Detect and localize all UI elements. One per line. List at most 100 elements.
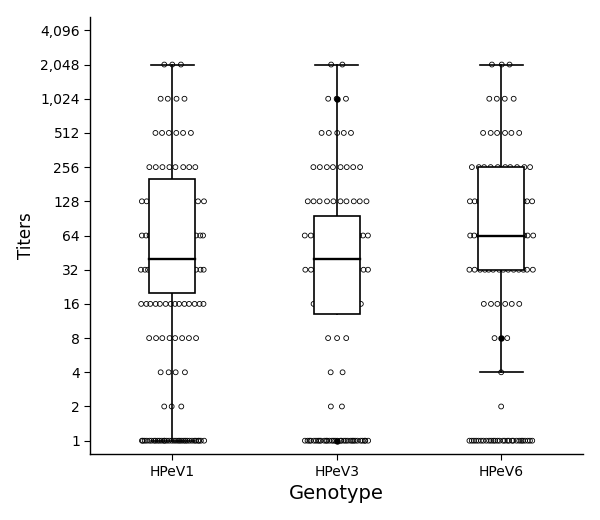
Point xyxy=(354,231,364,240)
Point xyxy=(466,231,475,240)
Point xyxy=(486,129,496,137)
Point xyxy=(323,334,333,342)
Point xyxy=(187,231,196,240)
Point xyxy=(332,95,341,103)
Point xyxy=(184,266,194,274)
Point xyxy=(157,436,167,445)
Point xyxy=(493,436,502,445)
Point xyxy=(300,436,310,445)
Point xyxy=(151,163,161,171)
Point xyxy=(327,436,337,445)
Point xyxy=(479,436,488,445)
Point xyxy=(494,436,504,445)
Point xyxy=(499,266,508,274)
Point xyxy=(509,95,518,103)
Point xyxy=(174,300,184,308)
Point xyxy=(313,436,323,445)
Point xyxy=(329,231,339,240)
Point xyxy=(527,197,537,205)
Point xyxy=(341,436,350,445)
Point xyxy=(317,129,326,137)
Point xyxy=(158,266,168,274)
Point xyxy=(322,197,332,205)
Point xyxy=(469,231,479,240)
Point xyxy=(315,163,325,171)
X-axis label: Genotype: Genotype xyxy=(289,484,384,503)
Point xyxy=(323,95,333,103)
Point xyxy=(343,266,353,274)
Point xyxy=(170,163,180,171)
Bar xyxy=(314,215,360,314)
Point xyxy=(136,300,146,308)
Point xyxy=(523,436,533,445)
Point xyxy=(343,436,353,445)
Point xyxy=(326,402,335,411)
Point xyxy=(339,129,349,137)
Point xyxy=(337,436,346,445)
Point xyxy=(503,266,513,274)
Point xyxy=(143,266,153,274)
Point xyxy=(474,197,484,205)
Point xyxy=(525,436,535,445)
Point xyxy=(148,231,158,240)
Point xyxy=(467,163,476,171)
Point xyxy=(474,163,484,171)
Point xyxy=(163,95,173,103)
Point xyxy=(332,436,342,445)
Point xyxy=(481,231,491,240)
Point xyxy=(520,436,530,445)
Point xyxy=(177,436,187,445)
Point xyxy=(337,402,347,411)
Point xyxy=(515,231,524,240)
Point xyxy=(160,436,169,445)
Point xyxy=(156,95,166,103)
Point xyxy=(142,300,151,308)
Point xyxy=(167,60,177,69)
Point xyxy=(349,231,359,240)
Point xyxy=(185,436,194,445)
Point xyxy=(165,231,175,240)
Point xyxy=(165,334,175,342)
Point xyxy=(196,266,205,274)
Point xyxy=(363,231,373,240)
Point xyxy=(164,436,174,445)
Point xyxy=(508,436,518,445)
Point xyxy=(184,300,194,308)
Y-axis label: Titers: Titers xyxy=(17,212,35,259)
Point xyxy=(472,436,481,445)
Point xyxy=(355,163,365,171)
Point xyxy=(151,334,161,342)
Point xyxy=(525,163,535,171)
Point xyxy=(160,436,169,445)
Point xyxy=(505,163,515,171)
Point xyxy=(503,231,512,240)
Point xyxy=(485,231,495,240)
Point xyxy=(166,266,176,274)
Point xyxy=(198,231,208,240)
Point xyxy=(476,436,486,445)
Point xyxy=(151,436,160,445)
Point xyxy=(346,129,356,137)
Bar xyxy=(149,179,196,293)
Point xyxy=(325,436,334,445)
Point xyxy=(505,60,514,69)
Point xyxy=(314,231,324,240)
Point xyxy=(196,231,205,240)
Point xyxy=(148,197,158,205)
Point xyxy=(305,436,314,445)
Point xyxy=(160,60,169,69)
Point xyxy=(349,436,358,445)
Point xyxy=(331,436,340,445)
Point xyxy=(176,402,186,411)
Point xyxy=(169,436,179,445)
Point xyxy=(339,231,349,240)
Point xyxy=(503,436,512,445)
Point xyxy=(170,197,180,205)
Point xyxy=(325,231,335,240)
Point xyxy=(194,436,204,445)
Point xyxy=(363,266,373,274)
Point xyxy=(523,231,532,240)
Point xyxy=(499,231,508,240)
Point xyxy=(490,231,500,240)
Point xyxy=(319,231,329,240)
